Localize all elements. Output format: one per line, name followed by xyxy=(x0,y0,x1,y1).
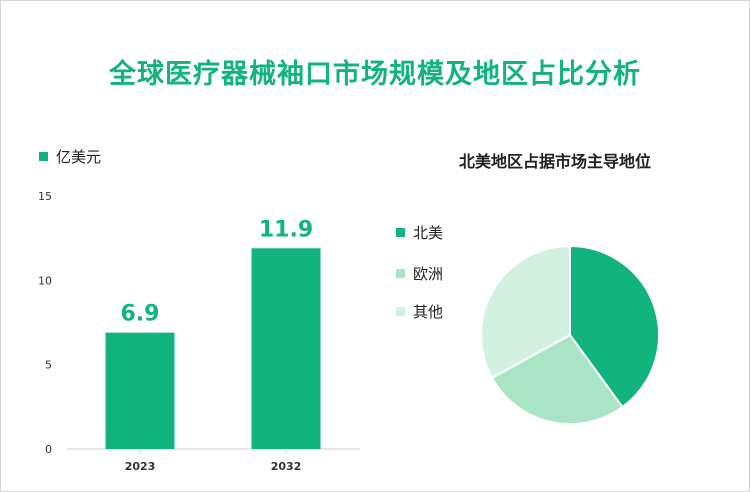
bar-2023 xyxy=(105,332,175,449)
bar-legend-swatch xyxy=(39,152,48,161)
y-tick-label: 10 xyxy=(38,274,52,287)
pie-title: 北美地区占据市场主导地位 xyxy=(458,152,651,171)
pie-legend-item-europe: 欧洲 xyxy=(396,263,443,284)
bar-legend-label: 亿美元 xyxy=(56,148,102,166)
x-tick-label-2023: 2023 xyxy=(125,460,156,473)
pie-legend-item-other: 其他 xyxy=(396,301,443,322)
y-tick-label: 5 xyxy=(45,359,52,372)
bar-2032 xyxy=(251,248,321,449)
pie-legend-label-europe: 欧洲 xyxy=(413,265,444,283)
y-tick-label: 0 xyxy=(45,443,52,456)
pie-slice-other xyxy=(480,244,571,380)
pie-legend-swatch-north-america xyxy=(396,228,405,237)
pie-legend-label-north-america: 北美 xyxy=(413,224,444,242)
bar-legend: 亿美元 xyxy=(39,146,101,167)
pie-legend-item-north-america: 北美 xyxy=(396,222,443,243)
page-title: 全球医疗器械袖口市场规模及地区占比分析 xyxy=(109,59,641,90)
x-tick-label-2032: 2032 xyxy=(271,460,302,473)
data-label-2032: 11.9 xyxy=(259,217,313,242)
data-label-2023: 6.9 xyxy=(121,302,160,327)
y-tick-label: 15 xyxy=(38,190,52,203)
pie-legend-swatch-europe xyxy=(396,269,405,278)
pie-legend-swatch-other xyxy=(396,307,405,316)
pie-slice-europe xyxy=(490,333,624,425)
pie-legend-label-other: 其他 xyxy=(413,303,444,321)
pie-slice-north-america xyxy=(569,244,660,409)
